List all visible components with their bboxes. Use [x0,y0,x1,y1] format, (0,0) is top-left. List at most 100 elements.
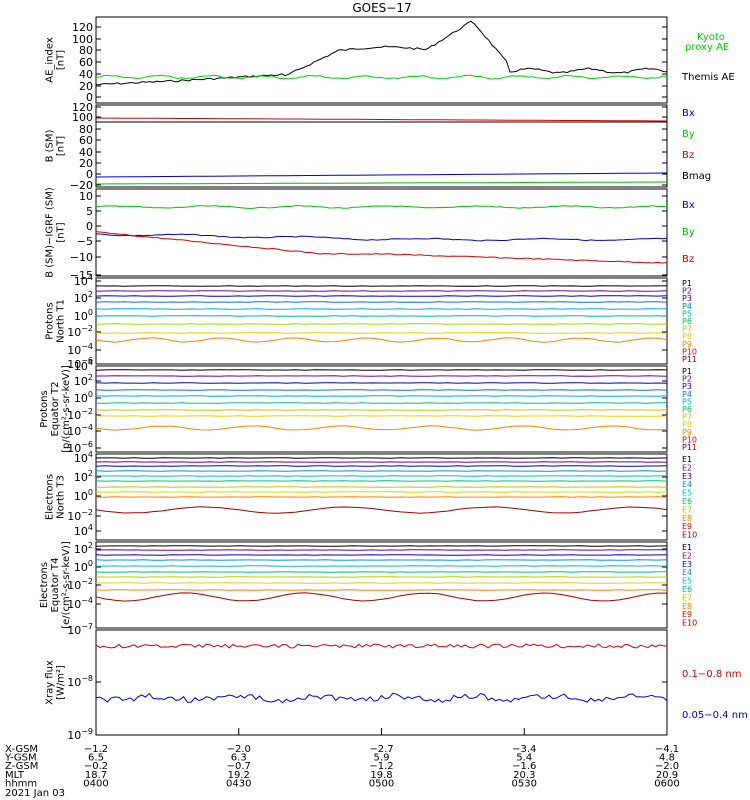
tick-label: 10−6 [67,356,93,371]
legend-label: Kyoto [697,32,725,43]
legend-label: P3 [682,382,692,391]
legend-label: P10 [682,435,697,444]
axis-title: [nT] [56,50,67,70]
tick-label: 10−8 [67,674,93,689]
tick-label: 10−4 [67,423,93,438]
tick-label: 104 [74,273,93,288]
footer-value: −0.2 [84,761,108,772]
series-line [96,402,667,404]
legend-label: E3 [682,560,692,569]
legend-label: Bmag [682,171,711,182]
axis-title: [p/(cm²-s-sr-keV)] [61,365,72,453]
tick-label: 80 [79,123,93,136]
series-line [95,117,668,122]
footer-row-label: X-GSM [5,744,38,755]
series-line [95,285,668,287]
series-line [95,301,668,303]
panel-frame [95,365,668,453]
footer-value: −2.7 [369,744,393,755]
series-line [95,409,668,411]
axis-title: Xray flux [45,660,56,705]
footer-value: 19.8 [370,770,392,781]
footer-value: 0530 [512,778,537,789]
tick-label: 10−2 [67,407,93,422]
series-line [95,592,667,602]
tick-label: 10 [79,190,93,203]
footer-value: −1.2 [84,744,108,755]
legend-label: Bx [682,200,695,211]
axis-title: Electrons [39,562,50,608]
tick-label: 60 [79,56,93,69]
legend-label: P6 [682,317,692,326]
series-line [95,172,668,178]
tick-label: 120 [72,21,93,34]
axis-title: North T1 [56,299,67,343]
series-line [95,692,668,704]
tick-label: 102 [74,290,93,305]
legend-label: P8 [682,332,692,341]
legend-label: By [682,227,695,238]
axis-title: [W/m²] [56,665,67,700]
legend-label: E2 [682,463,692,472]
tick-label: −10 [70,251,93,264]
tick-label: −20 [70,179,93,192]
legend-label: P9 [682,340,692,349]
legend-label: E1 [682,543,692,552]
legend-label: E7 [682,505,692,514]
legend-label: E2 [682,551,692,560]
footer-value: −1.6 [512,761,536,772]
tick-label: 100 [72,33,93,46]
panel-xray: Xray flux [W/m²] 10−9 10−8 10−7 0.1−0.8 nm 0.0… [45,622,748,742]
footer-value: −2.0 [227,744,251,755]
tick-label: 100 [72,111,93,124]
series-line [95,233,668,242]
panel-bigrf: B (SM)−IGRF (SM) [nT] −15 −10 −5 0 5 10 Bx By Bz [45,187,695,282]
legend-label: Bx [682,108,695,119]
legend-label: 0.05−0.4 nm [682,710,748,721]
tick-label: 40 [79,68,93,81]
footer-value: 20.9 [656,770,678,781]
tick-label: 100 [74,559,93,574]
axis-title: B (SM) [45,129,56,162]
tick-label: 104 [74,450,93,465]
footer-row-label: Z-GSM [5,761,38,772]
footer-value: −2.0 [655,761,679,772]
axis-title: AE_index [45,37,56,83]
footer-row-label: Y-GSM [4,753,37,764]
legend-label: P1 [682,367,692,376]
panel-enorth: Electrons North T3 10−2 100 102 104 E1E2E3E4E5… [45,450,697,541]
footer-ephemeris: X-GSM −1.2 −2.0 −2.7 −3.4 −4.1 Y-GSM 6.5 6.3 5.9 5… [4,744,680,799]
tick-label: 10−2 [67,577,93,592]
panel-frame [95,188,668,277]
series-line [96,415,668,417]
footer-value: 0430 [226,778,251,789]
series-line [95,323,668,325]
footer-value: 5.9 [374,753,390,764]
tick-label: 10−6 [67,440,93,455]
legend-label: P7 [682,413,692,422]
legend-label: P5 [682,309,692,318]
footer-value: 4.8 [659,753,675,764]
legend-label: P11 [682,355,697,364]
footer-row-label: hhmm [5,778,37,789]
legend-label: P4 [682,302,692,311]
tick-label: 10−2 [67,508,93,523]
footer-value: 19.2 [228,770,250,781]
legend-label: E9 [682,522,692,531]
axis-title: Equator T4 [50,558,61,613]
legend-label: P1 [682,279,692,288]
footer-value: −3.4 [512,744,536,755]
footer-value: 20.3 [513,770,535,781]
footer-value: −4.1 [655,744,679,755]
legend-label: E8 [682,602,692,611]
footer-value: 0600 [654,778,679,789]
series-line [95,395,668,397]
series-line [95,20,668,86]
legend-label: E9 [682,610,692,619]
legend-label: P2 [682,287,692,296]
tick-label: 40 [79,146,93,159]
